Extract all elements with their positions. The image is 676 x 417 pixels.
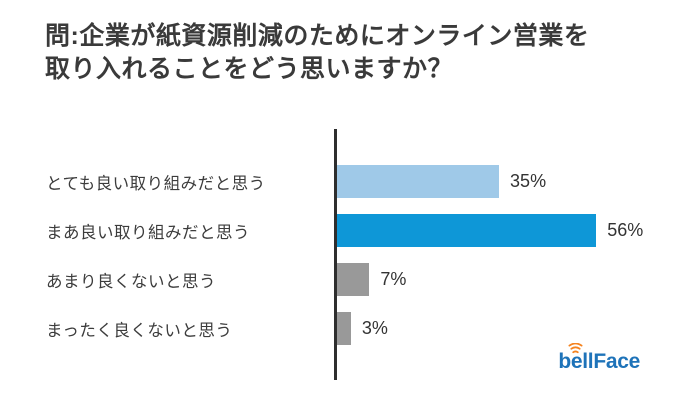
signal-arcs-icon bbox=[568, 343, 583, 354]
chart-title: 問:企業が紙資源削減のためにオンライン営業を 取り入れることをどう思いますか？ bbox=[45, 20, 589, 86]
chart-row: とても良い取り組みだと思う 35% bbox=[0, 157, 676, 206]
value-label: 35% bbox=[510, 171, 547, 191]
logo-text: bellFace bbox=[558, 350, 640, 373]
bar-track: 3% bbox=[337, 312, 388, 345]
bar-not-good-at-all bbox=[337, 312, 351, 345]
bar-very-good bbox=[337, 165, 500, 198]
category-label: とても良い取り組みだと思う bbox=[46, 174, 266, 193]
value-label: 7% bbox=[380, 269, 407, 289]
bar-track: 7% bbox=[337, 263, 406, 296]
bar-chart: とても良い取り組みだと思う 35% まあ良い取り組みだと思う 56% あまり良く… bbox=[0, 129, 676, 380]
value-label: 3% bbox=[361, 318, 388, 338]
chart-title-line2: 取り入れることをどう思いますか？ bbox=[45, 55, 454, 83]
chart-row: まあ良い取り組みだと思う 56% bbox=[0, 206, 676, 255]
value-label: 56% bbox=[607, 220, 644, 240]
category-label: あまり良くないと思う bbox=[46, 272, 216, 291]
chart-title-line1: 問:企業が紙資源削減のためにオンライン営業を bbox=[45, 22, 590, 50]
category-label: まったく良くないと思う bbox=[46, 321, 233, 340]
bar-somewhat-good bbox=[337, 214, 597, 247]
bellface-logo: bellFace bbox=[558, 343, 640, 374]
bar-not-very-good bbox=[337, 263, 370, 296]
chart-row: まったく良くないと思う 3% bbox=[0, 304, 676, 353]
bar-track: 35% bbox=[337, 165, 546, 198]
chart-row: あまり良くないと思う 7% bbox=[0, 255, 676, 304]
category-label: まあ良い取り組みだと思う bbox=[46, 223, 250, 242]
y-axis-line bbox=[334, 129, 337, 380]
bar-track: 56% bbox=[337, 214, 643, 247]
